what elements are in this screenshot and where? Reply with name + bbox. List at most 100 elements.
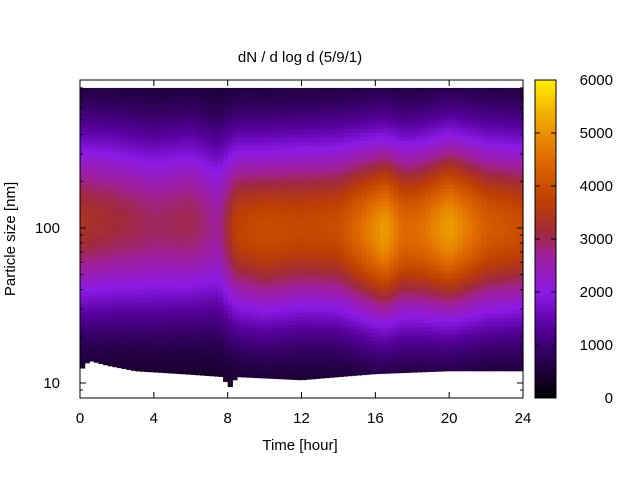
heatmap-cell — [139, 298, 146, 303]
heatmap-cell — [306, 370, 312, 376]
heatmap-cell — [112, 243, 118, 248]
heatmap-cell — [343, 351, 349, 357]
heatmap-cell — [227, 156, 233, 162]
heatmap-cell — [403, 132, 409, 138]
heatmap-cell — [181, 296, 187, 301]
heatmap-cell — [139, 209, 146, 214]
heatmap-cell — [89, 181, 95, 187]
heatmap-cell — [84, 311, 90, 317]
heatmap-cell — [296, 350, 303, 356]
heatmap-cell — [315, 307, 321, 313]
heatmap-cell — [213, 108, 220, 114]
heatmap-cell — [213, 186, 220, 192]
heatmap-cell — [241, 195, 247, 200]
heatmap-cell — [259, 294, 266, 300]
heatmap-cell — [278, 295, 284, 301]
heatmap-cell — [204, 161, 210, 167]
heatmap-cell — [139, 261, 146, 267]
heatmap-cell — [195, 317, 201, 323]
heatmap-cell — [250, 145, 256, 151]
heatmap-cell — [195, 292, 201, 298]
heatmap-cell — [93, 291, 100, 297]
heatmap-cell — [195, 161, 201, 167]
heatmap-cell — [407, 100, 413, 105]
heatmap-cell — [361, 186, 367, 191]
heatmap-cell — [204, 219, 210, 225]
heatmap-cell — [324, 133, 330, 139]
heatmap-cell — [398, 303, 404, 309]
heatmap-cell — [149, 91, 155, 97]
heatmap-cell — [384, 267, 390, 272]
heatmap-cell — [218, 219, 224, 225]
heatmap-cell — [283, 112, 289, 118]
heatmap-cell — [403, 250, 409, 256]
heatmap-cell — [389, 181, 395, 187]
heatmap-cell — [343, 330, 349, 336]
heatmap-cell — [204, 207, 210, 212]
heatmap-cell — [186, 132, 192, 138]
heatmap-cell — [384, 136, 390, 142]
heatmap-cell — [250, 116, 256, 122]
heatmap-cell — [149, 229, 155, 235]
heatmap-cell — [366, 222, 372, 228]
heatmap-cell — [375, 316, 381, 322]
heatmap-cell — [149, 164, 155, 170]
heatmap-cell — [319, 249, 326, 255]
heatmap-cell — [287, 204, 293, 210]
heatmap-cell — [319, 141, 326, 147]
heatmap-cell — [199, 292, 206, 298]
heatmap-cell — [324, 311, 330, 317]
heatmap-cell — [384, 226, 390, 232]
heatmap-cell — [338, 199, 344, 204]
heatmap-cell — [259, 216, 266, 222]
heatmap-cell — [236, 186, 243, 192]
heatmap-cell — [172, 128, 178, 134]
heatmap-cell — [163, 201, 169, 207]
heatmap-cell — [292, 346, 298, 351]
heatmap-cell — [329, 149, 335, 155]
heatmap-cell — [98, 139, 104, 144]
heatmap-cell — [241, 352, 247, 357]
heatmap-cell — [199, 342, 206, 347]
heatmap-cell — [379, 165, 386, 171]
heatmap-cell — [389, 218, 395, 223]
heatmap-cell — [343, 231, 349, 237]
heatmap-cell — [347, 264, 353, 270]
heatmap-cell — [352, 219, 358, 224]
heatmap-cell — [241, 286, 247, 291]
heatmap-cell — [227, 348, 233, 353]
heatmap-cell — [333, 257, 340, 262]
heatmap-cell — [379, 206, 386, 211]
heatmap-cell — [403, 287, 409, 292]
heatmap-cell — [384, 169, 390, 175]
heatmap-cell — [352, 153, 358, 159]
heatmap-cell — [393, 250, 399, 256]
heatmap-cell — [352, 293, 358, 298]
heatmap-cell — [227, 109, 233, 115]
heatmap-cell — [93, 95, 100, 101]
heatmap-cell — [347, 124, 353, 130]
heatmap-cell — [126, 248, 132, 254]
heatmap-cell — [324, 224, 330, 230]
heatmap-cell — [89, 302, 95, 307]
heatmap-cell — [163, 157, 169, 162]
heatmap-cell — [356, 120, 363, 126]
heatmap-cell — [393, 218, 399, 223]
heatmap-cell — [80, 99, 86, 105]
heatmap-cell — [213, 170, 220, 175]
heatmap-cell — [241, 125, 247, 130]
heatmap-cell — [167, 153, 173, 158]
heatmap-cell — [195, 313, 201, 318]
heatmap-cell — [310, 287, 316, 293]
heatmap-cell — [223, 280, 229, 286]
heatmap-cell — [158, 169, 164, 174]
heatmap-cell — [310, 295, 316, 301]
heatmap-cell — [139, 330, 146, 336]
heatmap-cell — [273, 274, 280, 280]
heatmap-cell — [93, 123, 100, 128]
heatmap-cell — [393, 157, 399, 162]
heatmap-cell — [218, 120, 224, 126]
heatmap-cell — [139, 120, 146, 125]
heatmap-cell — [84, 331, 90, 336]
heatmap-cell — [232, 129, 238, 135]
